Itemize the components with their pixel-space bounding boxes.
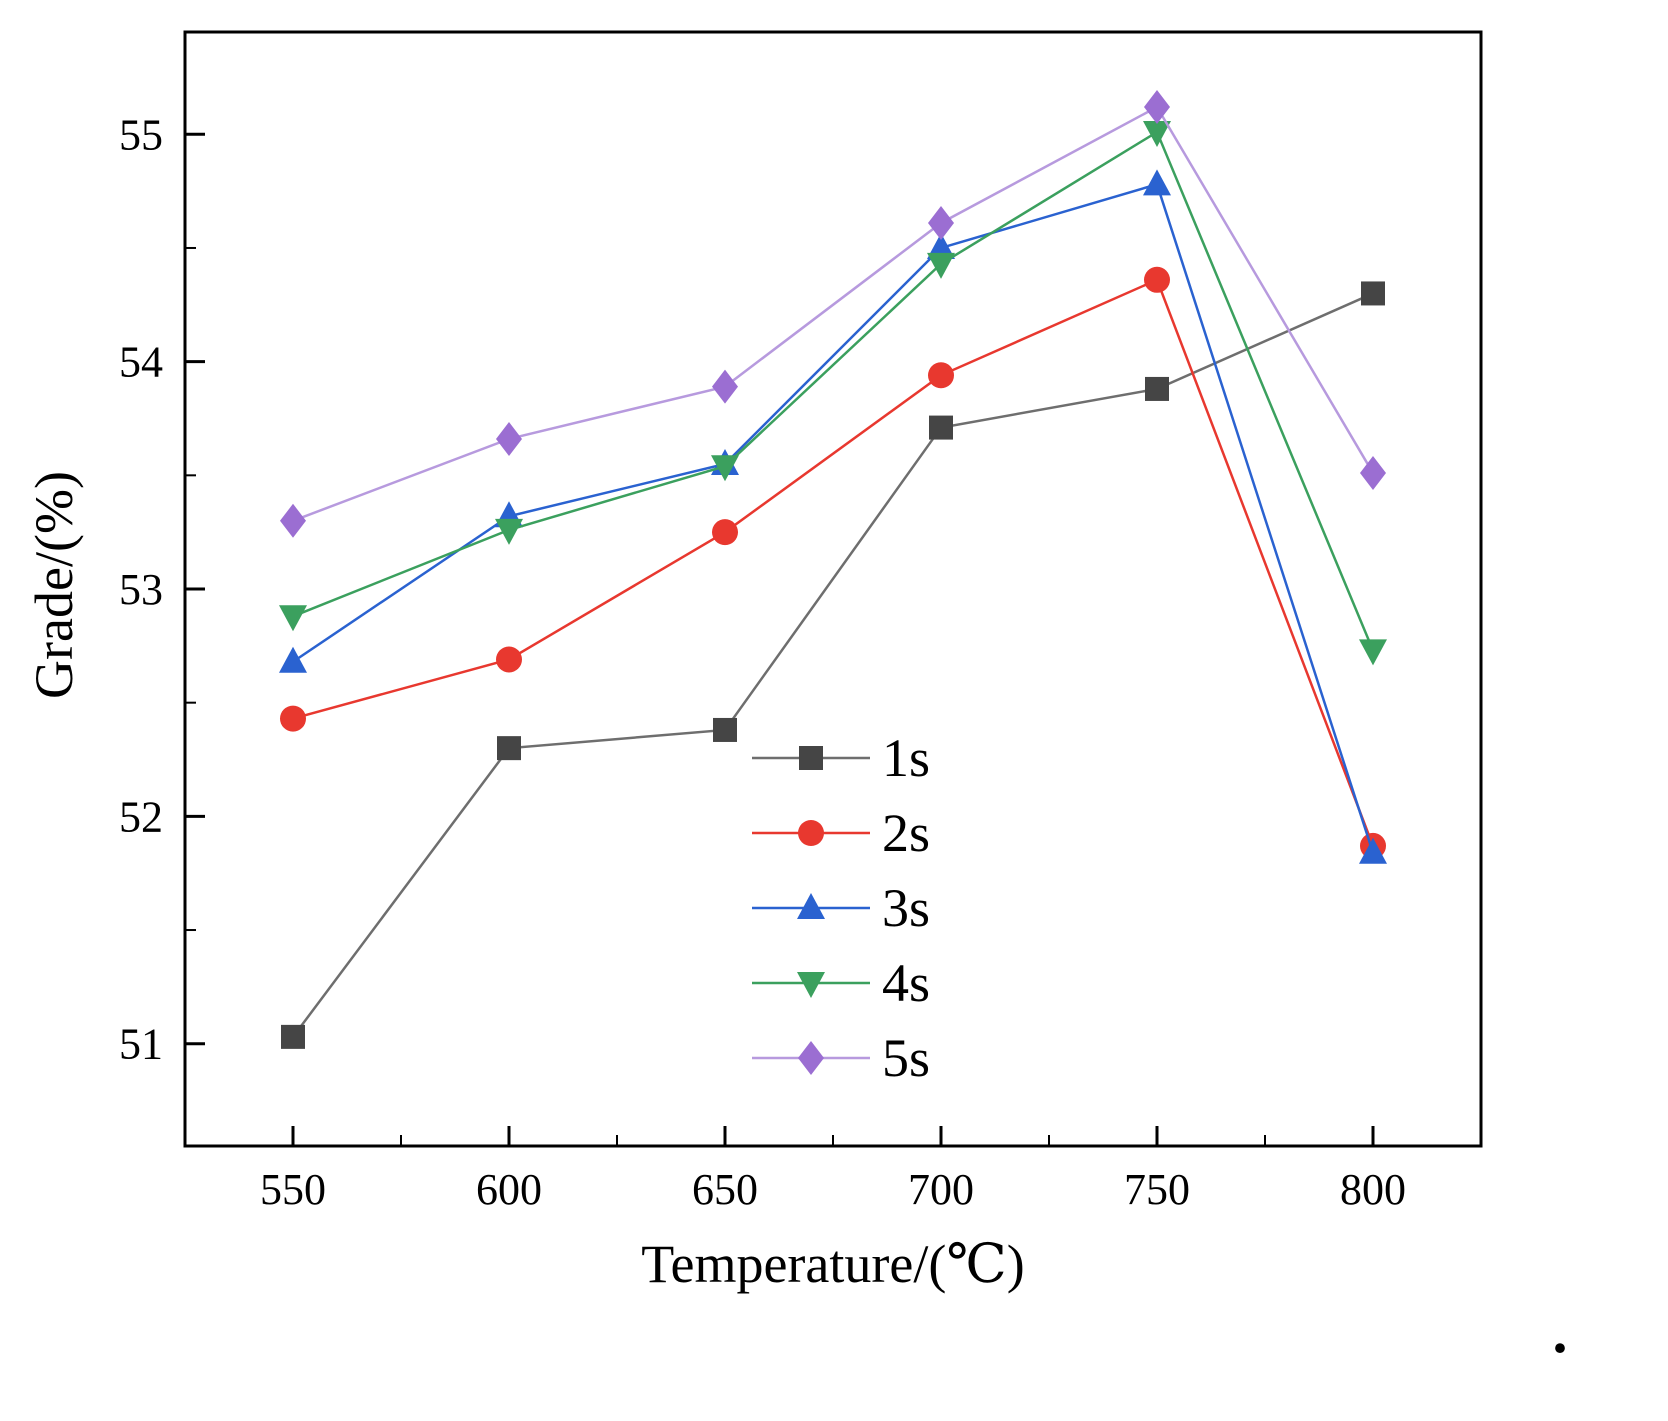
y-tick-label: 55: [119, 110, 163, 159]
legend-label-1s: 1s: [882, 728, 930, 788]
y-tick-label: 53: [119, 565, 163, 614]
x-axis-title: Temperature/(℃): [641, 1234, 1024, 1294]
x-tick-label: 600: [476, 1165, 542, 1214]
series-marker-4s: [1143, 121, 1171, 148]
legend-marker-3s: [797, 893, 825, 919]
series-marker-2s: [928, 362, 954, 389]
series-marker-5s: [1144, 90, 1170, 125]
x-tick-label: 800: [1340, 1165, 1406, 1214]
series-marker-2s: [1144, 266, 1170, 293]
series-marker-4s: [711, 455, 739, 482]
legend-marker-5s: [798, 1041, 824, 1075]
x-tick-label: 700: [908, 1165, 974, 1214]
x-tick-label: 750: [1124, 1165, 1190, 1214]
legend-marker-1s: [799, 746, 823, 770]
x-tick-label: 650: [692, 1165, 758, 1214]
series-marker-5s: [280, 503, 306, 538]
y-tick-label: 54: [119, 338, 163, 387]
legend-label-5s: 5s: [882, 1028, 930, 1088]
series-marker-5s: [1360, 456, 1386, 491]
series-marker-4s: [495, 518, 523, 545]
series-marker-3s: [1143, 169, 1171, 196]
series-marker-4s: [279, 605, 307, 632]
series-marker-3s: [927, 232, 955, 259]
x-tick-label: 550: [260, 1165, 326, 1214]
series-marker-2s: [712, 519, 738, 546]
series-marker-1s: [929, 415, 953, 440]
series-marker-3s: [279, 646, 307, 673]
series-marker-4s: [927, 252, 955, 279]
series-marker-4s: [1359, 639, 1387, 666]
series-marker-3s: [1359, 837, 1387, 864]
series-marker-2s: [280, 705, 306, 732]
series-marker-2s: [496, 646, 522, 673]
legend-marker-2s: [798, 820, 824, 846]
series-line-3s: [292, 182, 1375, 854]
series-marker-1s: [713, 717, 737, 742]
legend-marker-4s: [797, 972, 825, 998]
series-line-5s: [292, 105, 1375, 522]
series-marker-1s: [1145, 376, 1169, 401]
y-tick-label: 51: [119, 1020, 163, 1069]
series-marker-5s: [712, 369, 738, 404]
series-marker-1s: [497, 736, 521, 761]
series-marker-1s: [281, 1024, 305, 1049]
legend-label-4s: 4s: [882, 953, 930, 1013]
series-line-2s: [292, 278, 1375, 847]
legend-label-3s: 3s: [882, 878, 930, 938]
series-marker-5s: [496, 421, 522, 456]
series-line-4s: [292, 130, 1375, 651]
series-line-1s: [291, 292, 1374, 1038]
legend-label-2s: 2s: [882, 803, 930, 863]
y-tick-label: 52: [119, 792, 163, 841]
footnote-dot: .: [1553, 1299, 1568, 1365]
series-marker-5s: [928, 205, 954, 240]
y-axis-title: Grade/(%): [24, 471, 84, 699]
series-marker-1s: [1361, 281, 1385, 306]
